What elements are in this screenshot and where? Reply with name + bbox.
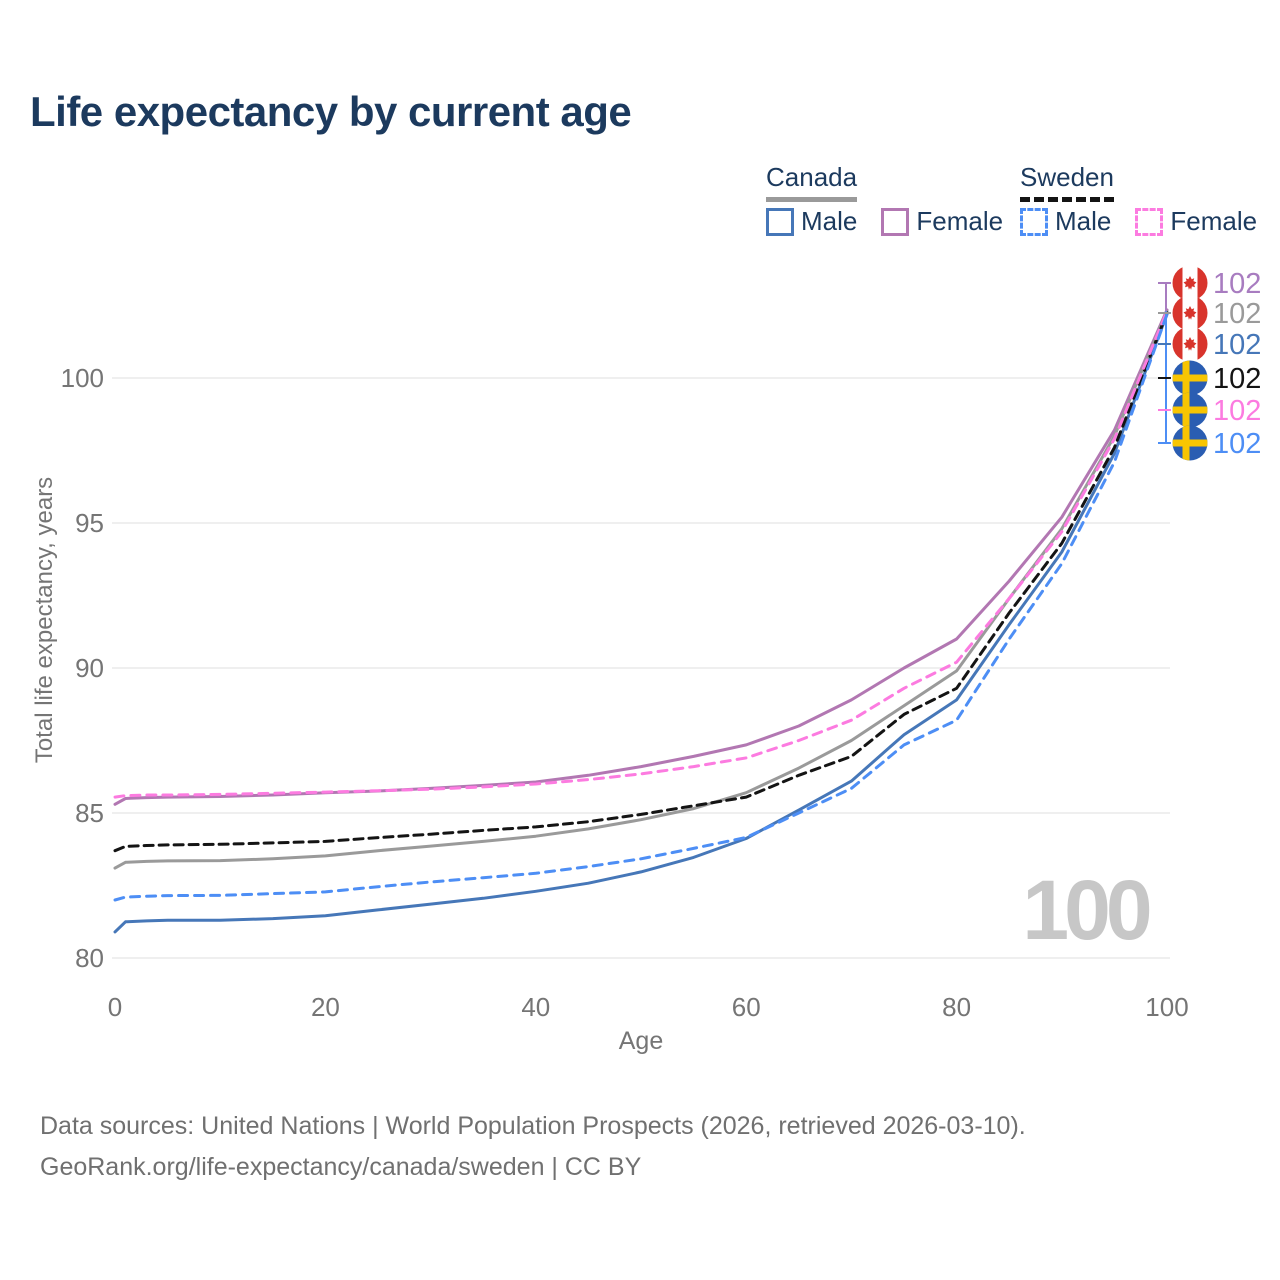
x-tick-label: 100: [1145, 992, 1188, 1022]
footer-data-sources: Data sources: United Nations | World Pop…: [40, 1112, 1026, 1140]
footer-attribution[interactable]: GeoRank.org/life-expectancy/canada/swede…: [40, 1153, 642, 1181]
end-label-value: 102: [1213, 329, 1261, 361]
legend-item-sweden-male[interactable]: Male: [1020, 206, 1111, 237]
canada-female-swatch-icon: [881, 207, 910, 236]
canada-flag-icon: [1172, 326, 1208, 362]
page-title: Life expectancy by current age: [30, 88, 632, 135]
legend-item-sweden-female[interactable]: Female: [1135, 206, 1257, 237]
series-line-sweden-average: [113, 311, 1169, 853]
legend-label-canada-male: Male: [801, 206, 858, 236]
legend-item-canada-female[interactable]: Female: [881, 206, 1003, 237]
y-axis-title: Total life expectancy, years: [31, 477, 58, 763]
y-tick-label: 85: [75, 798, 104, 828]
legend-label-sweden-female: Female: [1170, 206, 1258, 236]
legend-items-canada: Male Female: [766, 206, 1003, 237]
end-label-value: 102: [1213, 395, 1261, 427]
canada-male-swatch-icon: [766, 207, 794, 236]
legend-item-canada-male[interactable]: Male: [766, 206, 857, 237]
x-axis-title: Age: [619, 1027, 663, 1055]
series-line-sweden-female: [113, 309, 1169, 799]
y-tick-label: 90: [75, 653, 104, 683]
series-line-canada-average: [113, 309, 1169, 870]
end-label-value: 102: [1213, 268, 1261, 300]
sweden-female-swatch-icon: [1135, 207, 1164, 236]
legend-items-sweden: Male Female: [1020, 206, 1257, 237]
legend-label-sweden-male: Male: [1055, 206, 1112, 236]
series-line-sweden-male: [113, 312, 1169, 902]
series-line-canada-female: [113, 308, 1169, 806]
sweden-flag-icon: [1172, 360, 1208, 396]
sweden-flag-icon: [1172, 425, 1208, 461]
x-tick-label: 20: [311, 992, 340, 1022]
sweden-male-swatch-icon: [1020, 207, 1048, 236]
end-label-value: 102: [1213, 363, 1261, 395]
legend-header-sweden[interactable]: Sweden: [1020, 162, 1114, 202]
end-label-value: 102: [1213, 298, 1261, 330]
footer: Data sources: United Nations | World Pop…: [40, 1106, 1026, 1188]
legend-label-canada-female: Female: [916, 206, 1004, 236]
y-tick-label: 95: [75, 508, 104, 538]
y-tick-label: 80: [75, 943, 104, 973]
sweden-flag-icon: [1172, 392, 1208, 428]
x-tick-label: 60: [732, 992, 761, 1022]
y-tick-label: 100: [61, 363, 104, 393]
x-tick-label: 0: [108, 992, 122, 1022]
canada-flag-icon: [1172, 295, 1208, 331]
current-age-watermark: 100: [1022, 863, 1152, 957]
series-line-canada-male: [113, 312, 1169, 934]
legend-group-sweden: Sweden Male Female: [1020, 162, 1257, 236]
end-label-value: 102: [1213, 428, 1261, 460]
legend-header-canada[interactable]: Canada: [766, 162, 858, 202]
canada-flag-icon: [1172, 265, 1208, 301]
x-tick-label: 40: [521, 992, 550, 1022]
x-tick-label: 80: [942, 992, 971, 1022]
legend-group-canada: Canada Male Female: [766, 162, 1003, 236]
